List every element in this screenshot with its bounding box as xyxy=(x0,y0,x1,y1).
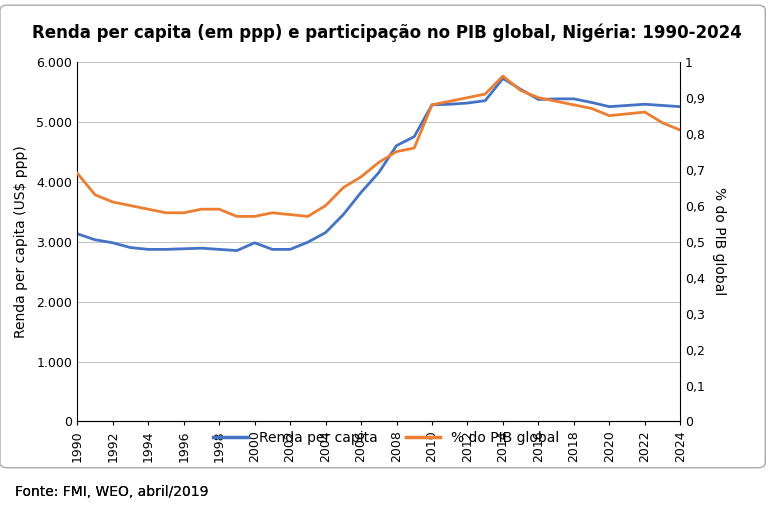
Renda per capita xyxy=(339,212,348,218)
% do PIB global xyxy=(250,213,259,219)
Renda per capita xyxy=(267,246,277,252)
Renda per capita xyxy=(321,229,330,235)
Renda per capita xyxy=(587,99,596,105)
% do PIB global xyxy=(587,105,596,112)
% do PIB global xyxy=(144,206,153,212)
% do PIB global xyxy=(481,91,490,97)
Renda per capita xyxy=(374,170,383,176)
% do PIB global xyxy=(640,109,649,115)
% do PIB global xyxy=(197,206,206,212)
Renda per capita xyxy=(392,142,401,149)
% do PIB global xyxy=(604,113,614,119)
% do PIB global xyxy=(108,199,117,205)
% do PIB global xyxy=(232,213,241,219)
Renda per capita xyxy=(569,96,578,102)
% do PIB global xyxy=(162,210,171,216)
Renda per capita xyxy=(90,237,100,243)
Y-axis label: % do PIB global: % do PIB global xyxy=(712,188,726,296)
Renda per capita xyxy=(108,240,117,246)
% do PIB global xyxy=(90,192,100,198)
% do PIB global xyxy=(267,210,277,216)
% do PIB global xyxy=(676,127,685,133)
% do PIB global xyxy=(533,95,543,101)
Renda per capita xyxy=(410,134,419,140)
Renda per capita xyxy=(516,86,526,93)
% do PIB global xyxy=(73,170,82,176)
% do PIB global xyxy=(215,206,224,212)
Renda per capita xyxy=(232,248,241,254)
Y-axis label: Renda per capita (US$ ppp): Renda per capita (US$ ppp) xyxy=(14,145,28,338)
Renda per capita xyxy=(676,104,685,110)
Renda per capita xyxy=(604,104,614,110)
Renda per capita xyxy=(533,97,543,103)
Renda per capita xyxy=(126,245,135,251)
% do PIB global xyxy=(516,87,526,94)
% do PIB global xyxy=(551,98,560,104)
Renda per capita xyxy=(356,189,366,195)
% do PIB global xyxy=(427,102,437,108)
Renda per capita xyxy=(640,101,649,107)
Renda per capita xyxy=(622,102,632,108)
Renda per capita xyxy=(197,245,206,251)
Renda per capita xyxy=(427,102,437,108)
Renda per capita xyxy=(73,231,82,237)
Text: Fonte: FMI, WEO, abril/2019: Fonte: FMI, WEO, abril/2019 xyxy=(15,485,213,499)
% do PIB global xyxy=(321,203,330,209)
Renda per capita xyxy=(250,240,259,246)
% do PIB global xyxy=(179,210,189,216)
Renda per capita xyxy=(658,102,667,108)
Text: Renda per capita (em ppp) e participação no PIB global, Nigéria: 1990-2024: Renda per capita (em ppp) e participação… xyxy=(32,23,741,42)
Renda per capita xyxy=(285,246,295,252)
% do PIB global xyxy=(126,203,135,209)
% do PIB global xyxy=(374,159,383,166)
Line: Renda per capita: Renda per capita xyxy=(77,79,680,251)
Renda per capita xyxy=(215,246,224,252)
% do PIB global xyxy=(303,213,312,219)
Renda per capita xyxy=(499,76,508,82)
% do PIB global xyxy=(356,174,366,180)
% do PIB global xyxy=(658,120,667,126)
Renda per capita xyxy=(481,98,490,104)
Renda per capita xyxy=(551,96,560,102)
Renda per capita xyxy=(463,100,472,106)
Renda per capita xyxy=(303,239,312,245)
Text: Fonte: FMI, WEO, abril/2019: Fonte: FMI, WEO, abril/2019 xyxy=(15,485,213,499)
% do PIB global xyxy=(622,111,632,117)
Legend: Renda per capita, % do PIB global: Renda per capita, % do PIB global xyxy=(208,426,565,450)
% do PIB global xyxy=(410,145,419,151)
Renda per capita xyxy=(179,246,189,252)
% do PIB global xyxy=(569,102,578,108)
Renda per capita xyxy=(162,246,171,252)
% do PIB global xyxy=(499,73,508,79)
% do PIB global xyxy=(392,149,401,155)
% do PIB global xyxy=(463,95,472,101)
Line: % do PIB global: % do PIB global xyxy=(77,76,680,216)
% do PIB global xyxy=(445,98,455,104)
% do PIB global xyxy=(339,185,348,191)
Renda per capita xyxy=(445,101,455,107)
% do PIB global xyxy=(285,212,295,218)
Renda per capita xyxy=(144,246,153,252)
